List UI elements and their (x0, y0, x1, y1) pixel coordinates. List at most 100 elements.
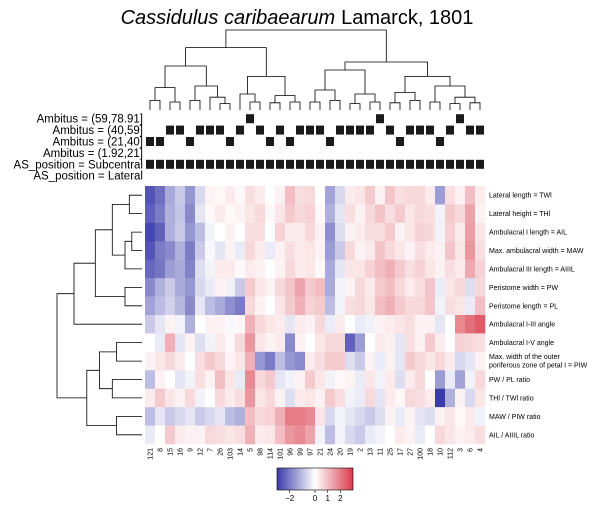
heatmap-cell (305, 351, 316, 371)
heatmap-cell (415, 315, 426, 334)
heatmap-cell (255, 241, 266, 261)
heatmap-cell (295, 259, 306, 279)
heatmap-cell (345, 222, 356, 242)
heatmap-cell (425, 241, 436, 261)
heatmap-cell (325, 186, 336, 205)
annotation-label: Ambitus = (59,78.91] (37, 114, 143, 126)
annotation-cell (206, 159, 214, 169)
heatmap-cell (245, 222, 256, 242)
dendrogram-branch (309, 101, 321, 110)
heatmap-cell (265, 351, 276, 371)
heatmap-cell (365, 425, 376, 445)
heatmap-cell (465, 388, 476, 408)
heatmap-cell (455, 296, 466, 316)
heatmap-cell (385, 351, 396, 371)
heatmap-cell (305, 370, 316, 390)
heatmap-cell (285, 204, 296, 224)
heatmap-cell (175, 259, 186, 279)
heatmap-cell (255, 259, 266, 279)
heatmap-cell (365, 370, 376, 390)
heatmap-cell (215, 296, 226, 316)
dendrogram-branch (185, 47, 267, 77)
column-label: 6 (468, 448, 475, 452)
annotation-label: Ambitus = (21,40] (53, 137, 143, 149)
heatmap-cell (275, 425, 286, 445)
heatmap-cell (475, 222, 486, 242)
heatmap-cell (325, 407, 336, 426)
heatmap-cell (255, 186, 266, 205)
heatmap-cell (435, 370, 446, 390)
annotation-cell (376, 159, 384, 169)
heatmap-cell (455, 370, 466, 390)
column-label: 7 (208, 448, 215, 452)
heatmap-cell (345, 241, 356, 261)
column-label: 26 (218, 448, 225, 456)
heatmap-cell (335, 315, 346, 334)
annotation-cell (386, 159, 394, 169)
heatmap-cell (145, 204, 156, 224)
heatmap-cell (215, 333, 226, 353)
heatmap-cell (355, 351, 366, 371)
annotation-cell (336, 159, 344, 169)
heatmap-cell (435, 296, 446, 316)
heatmap-cell (295, 315, 306, 334)
row-label: Peristome length = PL (489, 303, 558, 310)
annotation-cell (466, 125, 474, 135)
heatmap-cell (235, 186, 246, 205)
heatmap-cell (245, 370, 256, 390)
heatmap-cell (315, 204, 326, 224)
heatmap-cell (375, 222, 386, 242)
heatmap-cell (225, 351, 236, 371)
heatmap-cell (395, 241, 406, 261)
heatmap-cell (315, 315, 326, 334)
heatmap-cell (265, 425, 276, 445)
heatmap-cell (295, 241, 306, 261)
heatmap-cell (155, 278, 166, 297)
heatmap-cell (275, 370, 286, 390)
heatmap-cell (445, 278, 456, 297)
heatmap-cell (475, 370, 486, 390)
heatmap-cell (415, 259, 426, 279)
heatmap-cell (285, 241, 296, 261)
heatmap-cell (405, 222, 416, 242)
heatmap-cell (195, 388, 206, 408)
heatmap-cell (375, 315, 386, 334)
heatmap-cell (395, 388, 406, 408)
heatmap-cell (275, 388, 286, 408)
heatmap-cell (205, 388, 216, 408)
heatmap-cell (245, 315, 256, 334)
heatmap-cell (165, 315, 176, 334)
annotation-cell (296, 159, 304, 169)
heatmap-cell (225, 407, 236, 426)
heatmap-cell (425, 388, 436, 408)
heatmap-cell (245, 425, 256, 445)
heatmap-cell (185, 370, 196, 390)
heatmap-cell (425, 222, 436, 242)
heatmap-cell (335, 278, 346, 297)
heatmap-cell (195, 222, 206, 242)
heatmap-cell (365, 296, 376, 316)
annotation-cell (346, 159, 354, 169)
heatmap-cell (175, 351, 186, 371)
dendrogram-branch (73, 262, 142, 325)
heatmap-cell (225, 370, 236, 390)
annotation-cell (216, 125, 224, 135)
heatmap-cell (465, 315, 476, 334)
row-label: MAW / PIW ratio (489, 414, 541, 421)
heatmap-cell (445, 296, 456, 316)
heatmap-cell (235, 241, 246, 261)
row-label: Lateral height = THl (489, 211, 551, 218)
column-label: 99 (298, 448, 305, 456)
heatmap-cell (355, 241, 366, 261)
heatmap-cell (325, 259, 336, 279)
annotation-cell (396, 159, 404, 169)
heatmap-cell (145, 333, 156, 353)
heatmap-cell (195, 241, 206, 261)
heatmap-cell (145, 425, 156, 445)
heatmap-cell (335, 259, 346, 279)
dendrogram-branch (99, 351, 117, 390)
row-label: Ambulacral III length = AIIIL (489, 266, 575, 273)
heatmap-cell (395, 425, 406, 445)
heatmap-cell (265, 259, 276, 279)
heatmap-cell (195, 315, 206, 334)
